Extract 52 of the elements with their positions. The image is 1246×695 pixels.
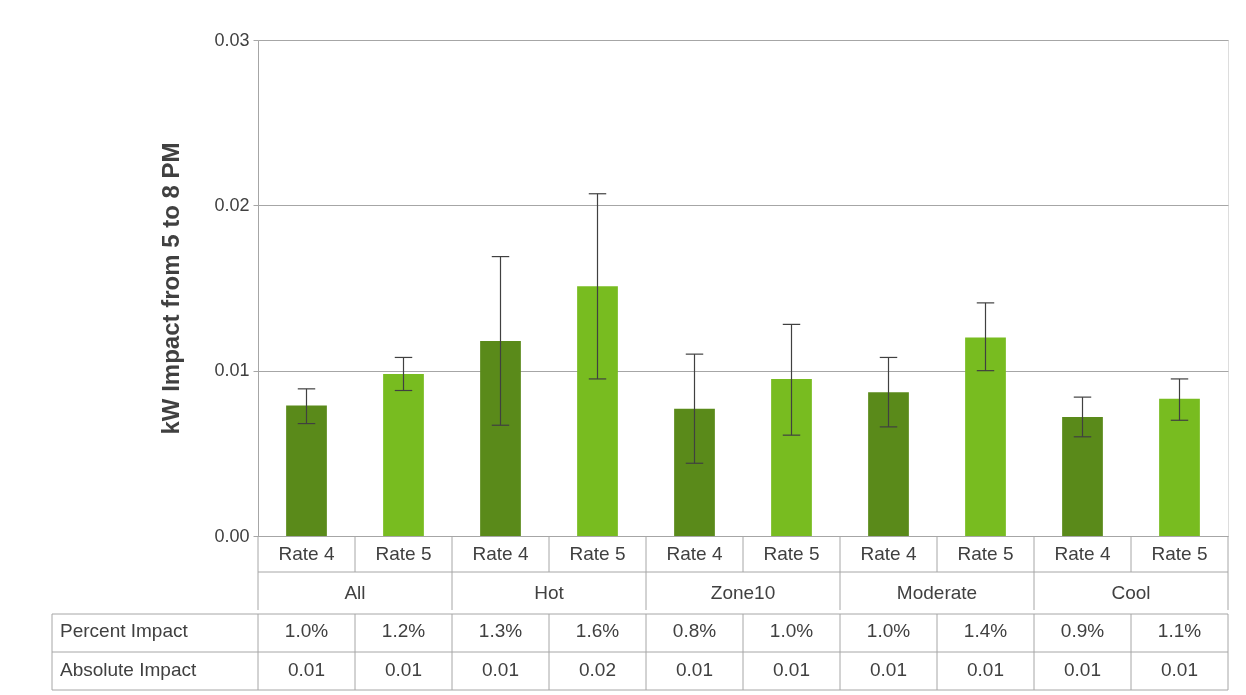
- text: 1.0%: [284, 620, 329, 641]
- text: Rate 5: [1151, 543, 1208, 564]
- x-tick-label: Hot: [534, 582, 565, 603]
- text: 1.4%: [963, 620, 1008, 641]
- text: 0.01: [482, 659, 519, 680]
- text: Percent Impact: [60, 620, 189, 641]
- text: 1.6%: [575, 620, 620, 641]
- bar: [577, 286, 618, 536]
- text: Rate 4: [860, 543, 917, 564]
- series-label: Rate 5: [375, 543, 432, 564]
- text: Absolute Impact: [60, 659, 197, 680]
- text: 0.01: [773, 659, 810, 680]
- y-tick-label: 0.02: [214, 194, 250, 215]
- text: 0.01: [1064, 659, 1101, 680]
- text: 0.01: [1161, 659, 1198, 680]
- x-tick-label: All: [344, 582, 366, 603]
- y-axis-title: kW Impact from 5 to 8 PM: [157, 142, 185, 435]
- text: 0.01: [870, 659, 907, 680]
- text: 0.01: [967, 659, 1004, 680]
- text: 1.0%: [866, 620, 911, 641]
- text: Rate 5: [569, 543, 626, 564]
- text: Rate 5: [957, 543, 1014, 564]
- text: Rate 4: [1054, 543, 1111, 564]
- x-tick-label: Cool: [1111, 582, 1151, 603]
- text: 0.02: [579, 659, 616, 680]
- bar: [771, 378, 812, 536]
- text: 1.0%: [769, 620, 814, 641]
- y-tick-label: 0.03: [214, 29, 250, 50]
- bar: [1159, 398, 1200, 536]
- text: 1.3%: [478, 620, 523, 641]
- text: 0.01: [676, 659, 713, 680]
- bar: [286, 405, 327, 536]
- text: 1.2%: [381, 620, 426, 641]
- bar: [868, 392, 909, 536]
- text: 1.1%: [1157, 620, 1202, 641]
- bar: [480, 340, 521, 536]
- x-tick-label: Zone10: [710, 582, 776, 603]
- text: Rate 4: [666, 543, 723, 564]
- bar: [383, 373, 424, 536]
- bar: [1062, 416, 1103, 536]
- text: 0.8%: [672, 620, 717, 641]
- text: 0.01: [385, 659, 422, 680]
- y-tick-label: 0.01: [214, 360, 250, 381]
- text: 0.01: [288, 659, 325, 680]
- y-tick-label: 0.00: [214, 525, 250, 546]
- text: Rate 4: [472, 543, 529, 564]
- bar: [674, 408, 715, 536]
- bar: [965, 337, 1006, 536]
- series-label: Rate 4: [278, 543, 335, 564]
- text: 0.9%: [1060, 620, 1105, 641]
- x-tick-label: Moderate: [896, 582, 978, 603]
- text: Rate 5: [763, 543, 820, 564]
